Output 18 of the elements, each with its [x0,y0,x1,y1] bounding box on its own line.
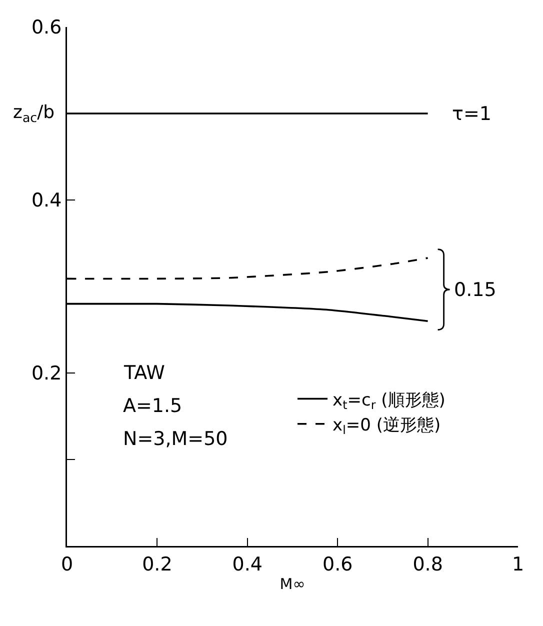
legend-label: x$_{l}$=0 (逆形態) [332,415,441,438]
x-tick-label: 0.4 [232,553,263,576]
y-axis-title: z$_{ac}$/b [13,102,55,125]
x-tick-label: 0.8 [412,553,443,576]
x-axis-title: M∞ [280,575,306,594]
x-tick-label: 1 [512,553,524,576]
x-tick-label: 0.6 [322,553,353,576]
annotation: τ=1 [452,103,492,125]
y-tick-label: 0.4 [31,190,62,212]
y-tick-label: 0.2 [31,362,62,385]
annotation: 0.15 [454,279,496,301]
x-tick-label: 0 [60,553,74,576]
annotation: TAW [123,362,166,384]
annotation: A=1.5 [123,395,182,417]
legend-label: x$_{t}$=c$_{r}$ (順形態) [332,390,446,412]
x-tick-label: 0.2 [142,553,172,576]
annotation: N=3,M=50 [123,428,228,450]
y-tick-label: 0.6 [31,16,62,39]
